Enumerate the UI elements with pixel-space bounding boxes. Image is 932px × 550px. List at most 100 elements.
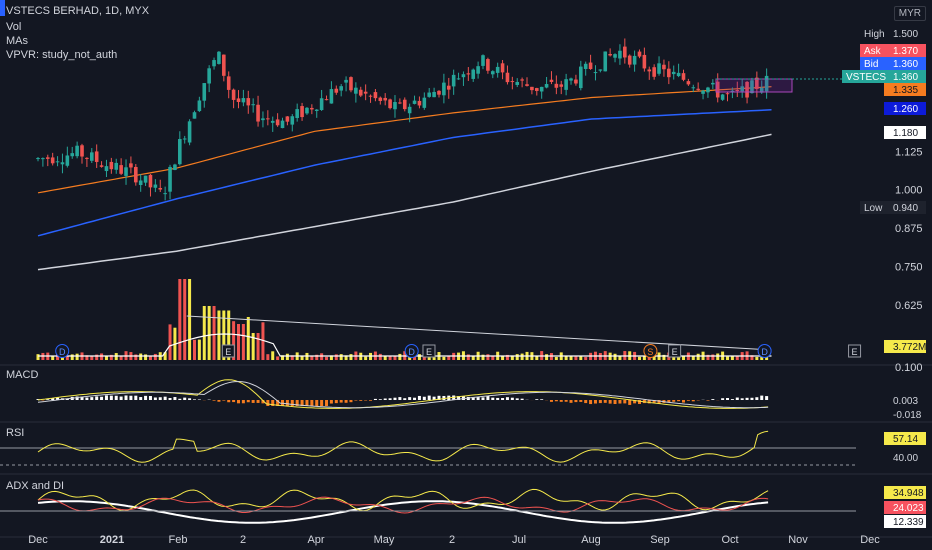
- volume-bar: [706, 354, 710, 360]
- candle-body: [222, 54, 226, 76]
- svg-text:1.180: 1.180: [893, 128, 918, 139]
- candle-body: [319, 98, 324, 111]
- candle-body: [549, 79, 554, 82]
- macd-histogram-bar: [251, 400, 255, 403]
- macd-histogram-bar: [354, 400, 358, 401]
- rsi-line: [37, 430, 769, 463]
- volume-bar: [256, 333, 260, 360]
- candle-body: [564, 79, 568, 90]
- candle-body: [618, 50, 622, 59]
- y-axis-tick: 0.625: [895, 300, 923, 312]
- volume-bar: [691, 356, 695, 360]
- candle-body: [735, 90, 740, 92]
- candle-body: [715, 81, 720, 98]
- rsi-level-label: 40.00: [893, 453, 918, 464]
- macd-histogram-bar: [740, 398, 744, 400]
- svg-text:Low: Low: [864, 203, 883, 214]
- macd-histogram-bar: [75, 396, 79, 400]
- macd-histogram-bar: [305, 400, 309, 406]
- macd-histogram-bar: [584, 400, 588, 404]
- svg-text:E: E: [852, 347, 858, 357]
- svg-text:1.500: 1.500: [893, 29, 918, 40]
- macd-histogram-bar: [549, 400, 553, 402]
- volume-bar: [393, 355, 397, 360]
- svg-text:VSTECS: VSTECS: [846, 72, 886, 83]
- candle-body: [662, 64, 666, 70]
- candle-body: [119, 165, 123, 174]
- symbol-title: VSTECS BERHAD, 1D, MYX: [6, 5, 150, 17]
- candle-body: [388, 99, 392, 109]
- candle-body: [275, 119, 280, 126]
- candle-body: [202, 83, 207, 101]
- svg-text:D: D: [59, 347, 66, 357]
- y-axis-tick: 0.875: [895, 223, 923, 235]
- macd-histogram-bar: [461, 396, 465, 400]
- volume-bar: [163, 352, 167, 360]
- macd-histogram-bar: [51, 398, 55, 400]
- candle-body: [212, 60, 216, 67]
- macd-histogram-bar: [168, 397, 172, 400]
- candle-body: [173, 164, 177, 170]
- candle-body: [505, 72, 510, 83]
- volume-bar: [564, 355, 568, 360]
- currency-badge[interactable]: MYR: [893, 6, 926, 21]
- candle-body: [310, 107, 314, 110]
- candle-body: [290, 116, 295, 125]
- candle-body: [168, 166, 172, 192]
- macd-histogram-bar: [564, 400, 568, 402]
- svg-text:S: S: [647, 347, 653, 357]
- candle-body: [70, 153, 75, 157]
- candle-body: [706, 87, 710, 93]
- candle-body: [681, 73, 686, 80]
- y-axis-tick: 1.125: [895, 146, 923, 158]
- y-axis-tick: 1.000: [895, 185, 923, 197]
- macd-histogram-bar: [100, 396, 104, 400]
- svg-text:12.339: 12.339: [893, 517, 924, 528]
- macd-histogram-bar: [109, 395, 113, 400]
- volume-badge: 3.772M: [884, 340, 926, 353]
- volume-bar: [178, 279, 182, 360]
- rsi-pane-title[interactable]: RSI: [6, 427, 25, 439]
- candle-body: [500, 63, 505, 73]
- event-marker-e: E: [422, 344, 436, 358]
- volume-bar: [104, 355, 108, 360]
- volume-bar: [334, 354, 338, 360]
- volume-indicator-label[interactable]: Vol: [6, 21, 22, 33]
- macd-histogram-bar: [178, 398, 182, 400]
- candle-body: [554, 83, 559, 88]
- volume-bar: [388, 355, 392, 360]
- macd-histogram-bar: [46, 399, 50, 400]
- macd-histogram-bar: [329, 400, 333, 404]
- x-axis-tick: Jul: [512, 534, 526, 546]
- vpvr-label[interactable]: VPVR: study_not_auth: [6, 49, 118, 61]
- x-axis-tick: Oct: [721, 534, 738, 546]
- svg-text:34.948: 34.948: [893, 488, 924, 499]
- macd-histogram-bar: [520, 398, 524, 400]
- candle-body: [163, 193, 167, 195]
- candle-body: [583, 63, 588, 69]
- macd-histogram-bar: [686, 400, 690, 401]
- candle-body: [80, 145, 84, 157]
- candle-body: [569, 78, 573, 81]
- volume-bar: [95, 354, 99, 360]
- candle-body: [153, 184, 158, 188]
- macd-histogram-bar: [486, 395, 490, 400]
- svg-text:57.14: 57.14: [893, 434, 918, 445]
- candle-body: [720, 94, 725, 100]
- candle-body: [432, 91, 436, 98]
- candle-body: [525, 84, 529, 86]
- macd-histogram-bar: [652, 400, 656, 403]
- macd-histogram-bar: [339, 400, 343, 403]
- adx-value-3: 12.339: [884, 515, 926, 528]
- macd-histogram-bar: [481, 397, 485, 400]
- candle-body: [158, 188, 163, 190]
- adx-pane-title[interactable]: ADX and DI: [6, 480, 65, 492]
- macd-histogram-bar: [197, 399, 201, 400]
- macd-histogram-bar: [56, 397, 60, 400]
- moving-averages-label[interactable]: MAs: [6, 35, 28, 47]
- macd-pane-title[interactable]: MACD: [6, 369, 39, 381]
- macd-histogram-bar: [148, 396, 152, 400]
- ma200-line: [37, 133, 772, 271]
- volume-bar: [486, 354, 490, 360]
